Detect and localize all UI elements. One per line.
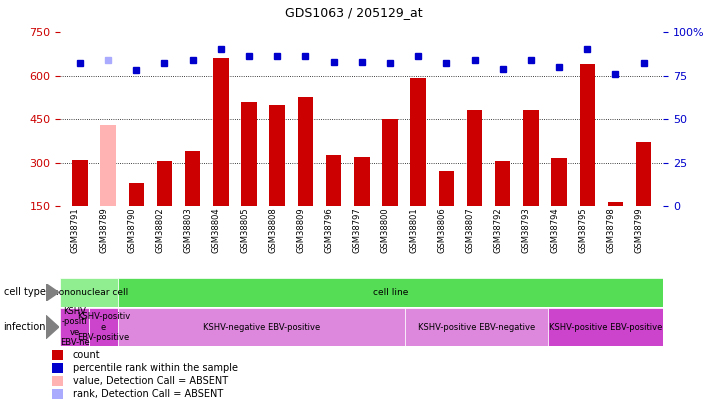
Bar <box>523 111 539 206</box>
Bar <box>467 111 482 206</box>
Bar <box>411 79 426 206</box>
Bar <box>156 161 172 206</box>
Text: GSM38803: GSM38803 <box>183 207 193 253</box>
Text: GSM38789: GSM38789 <box>99 207 108 253</box>
Text: GSM38804: GSM38804 <box>212 207 221 253</box>
Text: GSM38805: GSM38805 <box>240 207 249 253</box>
Text: GSM38790: GSM38790 <box>127 207 136 253</box>
Bar <box>72 160 88 206</box>
Text: infection: infection <box>4 322 46 332</box>
Text: GSM38807: GSM38807 <box>466 207 474 253</box>
Text: GDS1063 / 205129_at: GDS1063 / 205129_at <box>285 6 423 19</box>
Bar <box>297 97 313 206</box>
Text: GSM38799: GSM38799 <box>634 207 644 253</box>
Bar <box>549 308 663 346</box>
Text: GSM38793: GSM38793 <box>522 207 531 253</box>
Text: KSHV-positive EBV-negative: KSHV-positive EBV-negative <box>418 322 535 332</box>
Bar <box>60 308 89 346</box>
Bar <box>354 157 370 206</box>
Text: value, Detection Call = ABSENT: value, Detection Call = ABSENT <box>72 376 228 386</box>
Bar <box>52 363 63 373</box>
Text: GSM38794: GSM38794 <box>550 207 559 253</box>
Bar <box>52 350 63 360</box>
Text: cell line: cell line <box>373 288 409 297</box>
Text: rank, Detection Call = ABSENT: rank, Detection Call = ABSENT <box>72 389 223 399</box>
Polygon shape <box>46 315 59 339</box>
Text: KSHV
-positi
ve
EBV-ne: KSHV -positi ve EBV-ne <box>59 307 89 347</box>
Text: cell type: cell type <box>4 288 45 297</box>
Bar <box>607 202 623 206</box>
Bar <box>552 158 567 206</box>
Text: percentile rank within the sample: percentile rank within the sample <box>72 363 238 373</box>
Text: GSM38796: GSM38796 <box>324 207 333 253</box>
Bar <box>241 102 257 206</box>
Text: GSM38808: GSM38808 <box>268 207 278 253</box>
Bar <box>118 308 405 346</box>
Text: KSHV-positiv
e
EBV-positive: KSHV-positiv e EBV-positive <box>76 312 130 342</box>
Text: GSM38797: GSM38797 <box>353 207 362 253</box>
Text: GSM38792: GSM38792 <box>493 207 503 253</box>
Bar <box>129 183 144 206</box>
Bar <box>495 161 510 206</box>
Bar <box>89 308 118 346</box>
Text: mononuclear cell: mononuclear cell <box>50 288 128 297</box>
Bar <box>60 278 118 307</box>
Bar <box>101 125 116 206</box>
Text: GSM38801: GSM38801 <box>409 207 418 253</box>
Bar <box>326 156 341 206</box>
Text: GSM38806: GSM38806 <box>438 207 446 253</box>
Text: GSM38798: GSM38798 <box>607 207 615 253</box>
Polygon shape <box>46 284 59 301</box>
Bar <box>382 119 398 206</box>
Text: KSHV-negative EBV-positive: KSHV-negative EBV-positive <box>202 322 320 332</box>
Text: GSM38800: GSM38800 <box>381 207 390 253</box>
Text: GSM38791: GSM38791 <box>71 207 80 253</box>
Bar <box>405 308 549 346</box>
Bar <box>52 376 63 386</box>
Text: count: count <box>72 350 101 360</box>
Text: GSM38795: GSM38795 <box>578 207 588 253</box>
Bar <box>636 142 651 206</box>
Text: GSM38809: GSM38809 <box>297 207 305 253</box>
Text: GSM38802: GSM38802 <box>156 207 164 253</box>
Bar <box>185 151 200 206</box>
Bar <box>52 389 63 399</box>
Bar <box>580 64 595 206</box>
Text: KSHV-positive EBV-positive: KSHV-positive EBV-positive <box>549 322 663 332</box>
Bar <box>438 171 454 206</box>
Bar <box>213 58 229 206</box>
Bar <box>270 104 285 206</box>
